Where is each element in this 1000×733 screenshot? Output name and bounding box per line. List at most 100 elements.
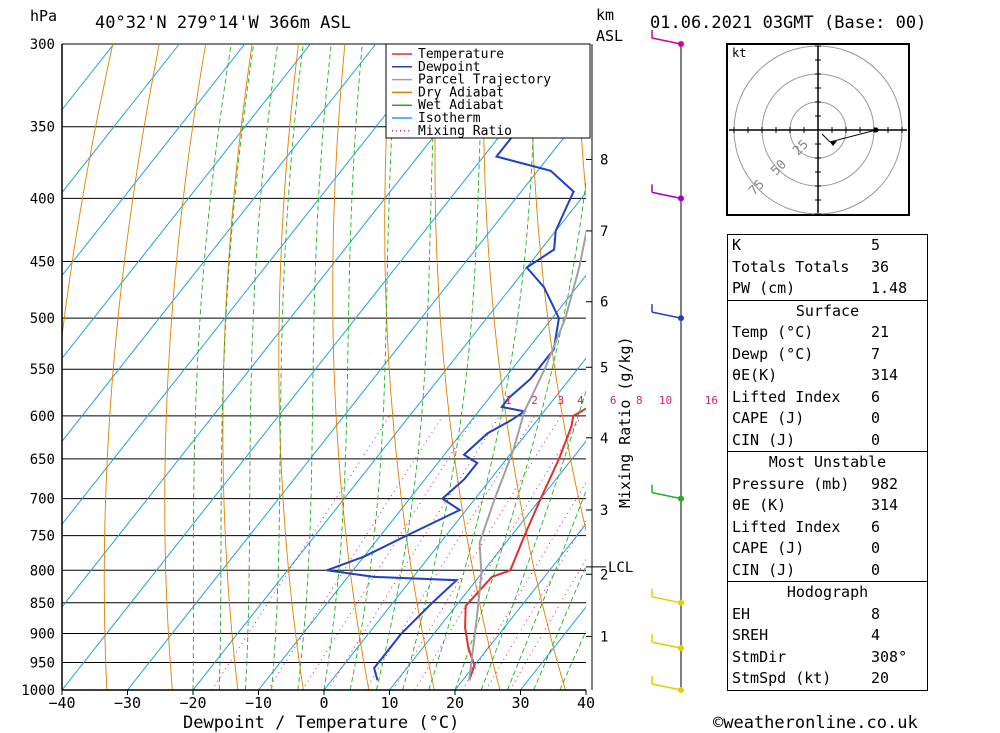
legend-entry: Temperature (418, 47, 504, 62)
temp-tick-label: 10 (380, 694, 398, 712)
mixing-ratio-label: 2 (531, 394, 538, 407)
most-unstable-index-row: θE (K) 314 (728, 495, 927, 517)
hodograph-index-row: EH 8 (728, 604, 927, 626)
most-unstable-index-row: Lifted Index 6 (728, 517, 927, 539)
general-index-label: Totals Totals (732, 257, 850, 276)
dry-adiabat-line (332, 44, 370, 690)
temp-tick-label: −20 (179, 694, 206, 712)
isotherm-line (62, 44, 573, 690)
wet-adiabat-line (271, 44, 304, 690)
general-index-row: Totals Totals 36 (728, 257, 927, 279)
dry-adiabat-line (576, 44, 586, 198)
mixing-ratio-label: 16 (705, 394, 718, 407)
hodograph-index-value: 8 (871, 604, 881, 623)
dry-adiabat-line (434, 44, 501, 690)
pressure-tick-label: 750 (30, 529, 55, 545)
pressure-tick-label: 600 (30, 409, 55, 425)
wet-adiabat-line (297, 44, 332, 690)
most-unstable-index-value: 314 (871, 496, 899, 514)
pressure-tick-label: 700 (30, 492, 55, 508)
general-index-value: 36 (871, 257, 890, 276)
mixing-ratio-line (392, 415, 562, 690)
unit-hpa-label: hPa (30, 7, 57, 25)
mixing-ratio-axis-label: Mixing Ratio (g/kg) (616, 336, 634, 508)
surface-index-row: Dewp (°C) 7 (728, 344, 927, 366)
wind-barb (651, 596, 682, 604)
surface-index-label: Lifted Index (732, 387, 841, 406)
legend-entry: Wet Adiabat (418, 98, 504, 113)
legend-entry: Dry Adiabat (418, 85, 504, 100)
pressure-tick-label: 900 (30, 626, 55, 642)
wet-adiabat-line (428, 44, 538, 690)
legend-entry: Isotherm (418, 111, 481, 126)
surface-index-label: θE(K) (732, 366, 778, 384)
pressure-tick-label: 400 (30, 191, 55, 207)
mixing-ratio-label: 8 (636, 394, 643, 407)
wind-barb-dot (678, 315, 684, 322)
pressure-tick-label: 350 (30, 120, 55, 136)
pressure-tick-label: 300 (30, 37, 55, 53)
isotherm-line (62, 44, 442, 525)
surface-index-value: 0 (871, 430, 881, 449)
wind-barb (651, 37, 682, 45)
dry-adiabat-line (995, 44, 1000, 690)
dry-adiabat-line (103, 44, 160, 690)
surface-indices: Temp (°C) 21 Dewp (°C) 7 θE(K) 314 Lifted Inde… (728, 322, 927, 451)
surface-title: Surface (795, 301, 860, 320)
isotherm-line (62, 44, 508, 608)
wet-adiabat-line (533, 565, 586, 690)
mixing-ratio-line (509, 558, 586, 690)
hodograph-point (873, 127, 879, 133)
dry-adiabat-line (278, 44, 304, 690)
most-unstable-index-label: Lifted Index (732, 517, 841, 536)
km-tick-label: 3 (600, 503, 608, 519)
wind-barb-dot (678, 645, 684, 652)
wind-barb (651, 191, 682, 200)
surface-index-label: CIN (J) (732, 430, 796, 449)
surface-index-row: Lifted Index 6 (728, 387, 927, 409)
pressure-tick-label: 800 (30, 563, 55, 579)
hodograph-unit: kt (732, 46, 746, 60)
general-index-row: PW (cm) 1.48 (728, 278, 927, 300)
temperature-line (464, 407, 586, 681)
most-unstable-index-label: θE (K) (732, 496, 787, 514)
general-index-label: PW (cm) (732, 279, 796, 297)
x-axis-label: Dewpoint / Temperature (°C) (183, 713, 459, 733)
dry-adiabat-line (222, 44, 253, 690)
hodograph-index-label: EH (732, 604, 751, 623)
lcl-label: LCL (608, 560, 633, 576)
isotherm-line (62, 44, 377, 443)
km-tick-label: 1 (600, 629, 608, 645)
legend-box (385, 43, 591, 139)
wind-barb (651, 311, 682, 319)
surface-index-value: 0 (871, 409, 881, 427)
most-unstable-index-row: CIN (J) 0 (728, 560, 927, 582)
dry-adiabat-line (530, 44, 586, 533)
mixing-ratio-label: 4 (577, 394, 584, 407)
background-lines (62, 44, 1000, 690)
copyright-footer: ©weatheronline.co.uk (713, 713, 918, 733)
isotherm-line (62, 44, 311, 360)
surface-index-row: CAPE (J) 0 (728, 408, 927, 430)
wet-adiabat-line (192, 44, 232, 690)
legend-entry: Dewpoint (418, 60, 481, 75)
most-unstable-index-row: CAPE (J) 0 (728, 538, 927, 560)
surface-index-value: 7 (871, 344, 881, 363)
isotherm-line (323, 357, 586, 690)
surface-index-value: 6 (871, 387, 881, 406)
hodograph-indices: EH 8 SREH 4 StmDir 308° StmSpd (kt) 20 (728, 604, 927, 690)
profile-lines (326, 44, 586, 681)
wind-barb (651, 641, 682, 649)
surface-index-row: Temp (°C) 21 (728, 322, 927, 344)
wind-barb-dot (678, 195, 684, 202)
pressure-tick-label: 550 (30, 362, 55, 378)
wet-adiabat-line (375, 44, 438, 690)
parcel-trajectory-line (468, 229, 586, 681)
dry-adiabat-line (483, 44, 566, 690)
pressure-tick-label: 650 (30, 452, 55, 468)
most-unstable-index-row: Pressure (mb) 982 (728, 474, 927, 496)
most-unstable-index-value: 0 (871, 539, 881, 557)
most-unstable-indices: Pressure (mb) 982 θE (K) 314 Lifted Index 6 CA… (728, 474, 927, 582)
